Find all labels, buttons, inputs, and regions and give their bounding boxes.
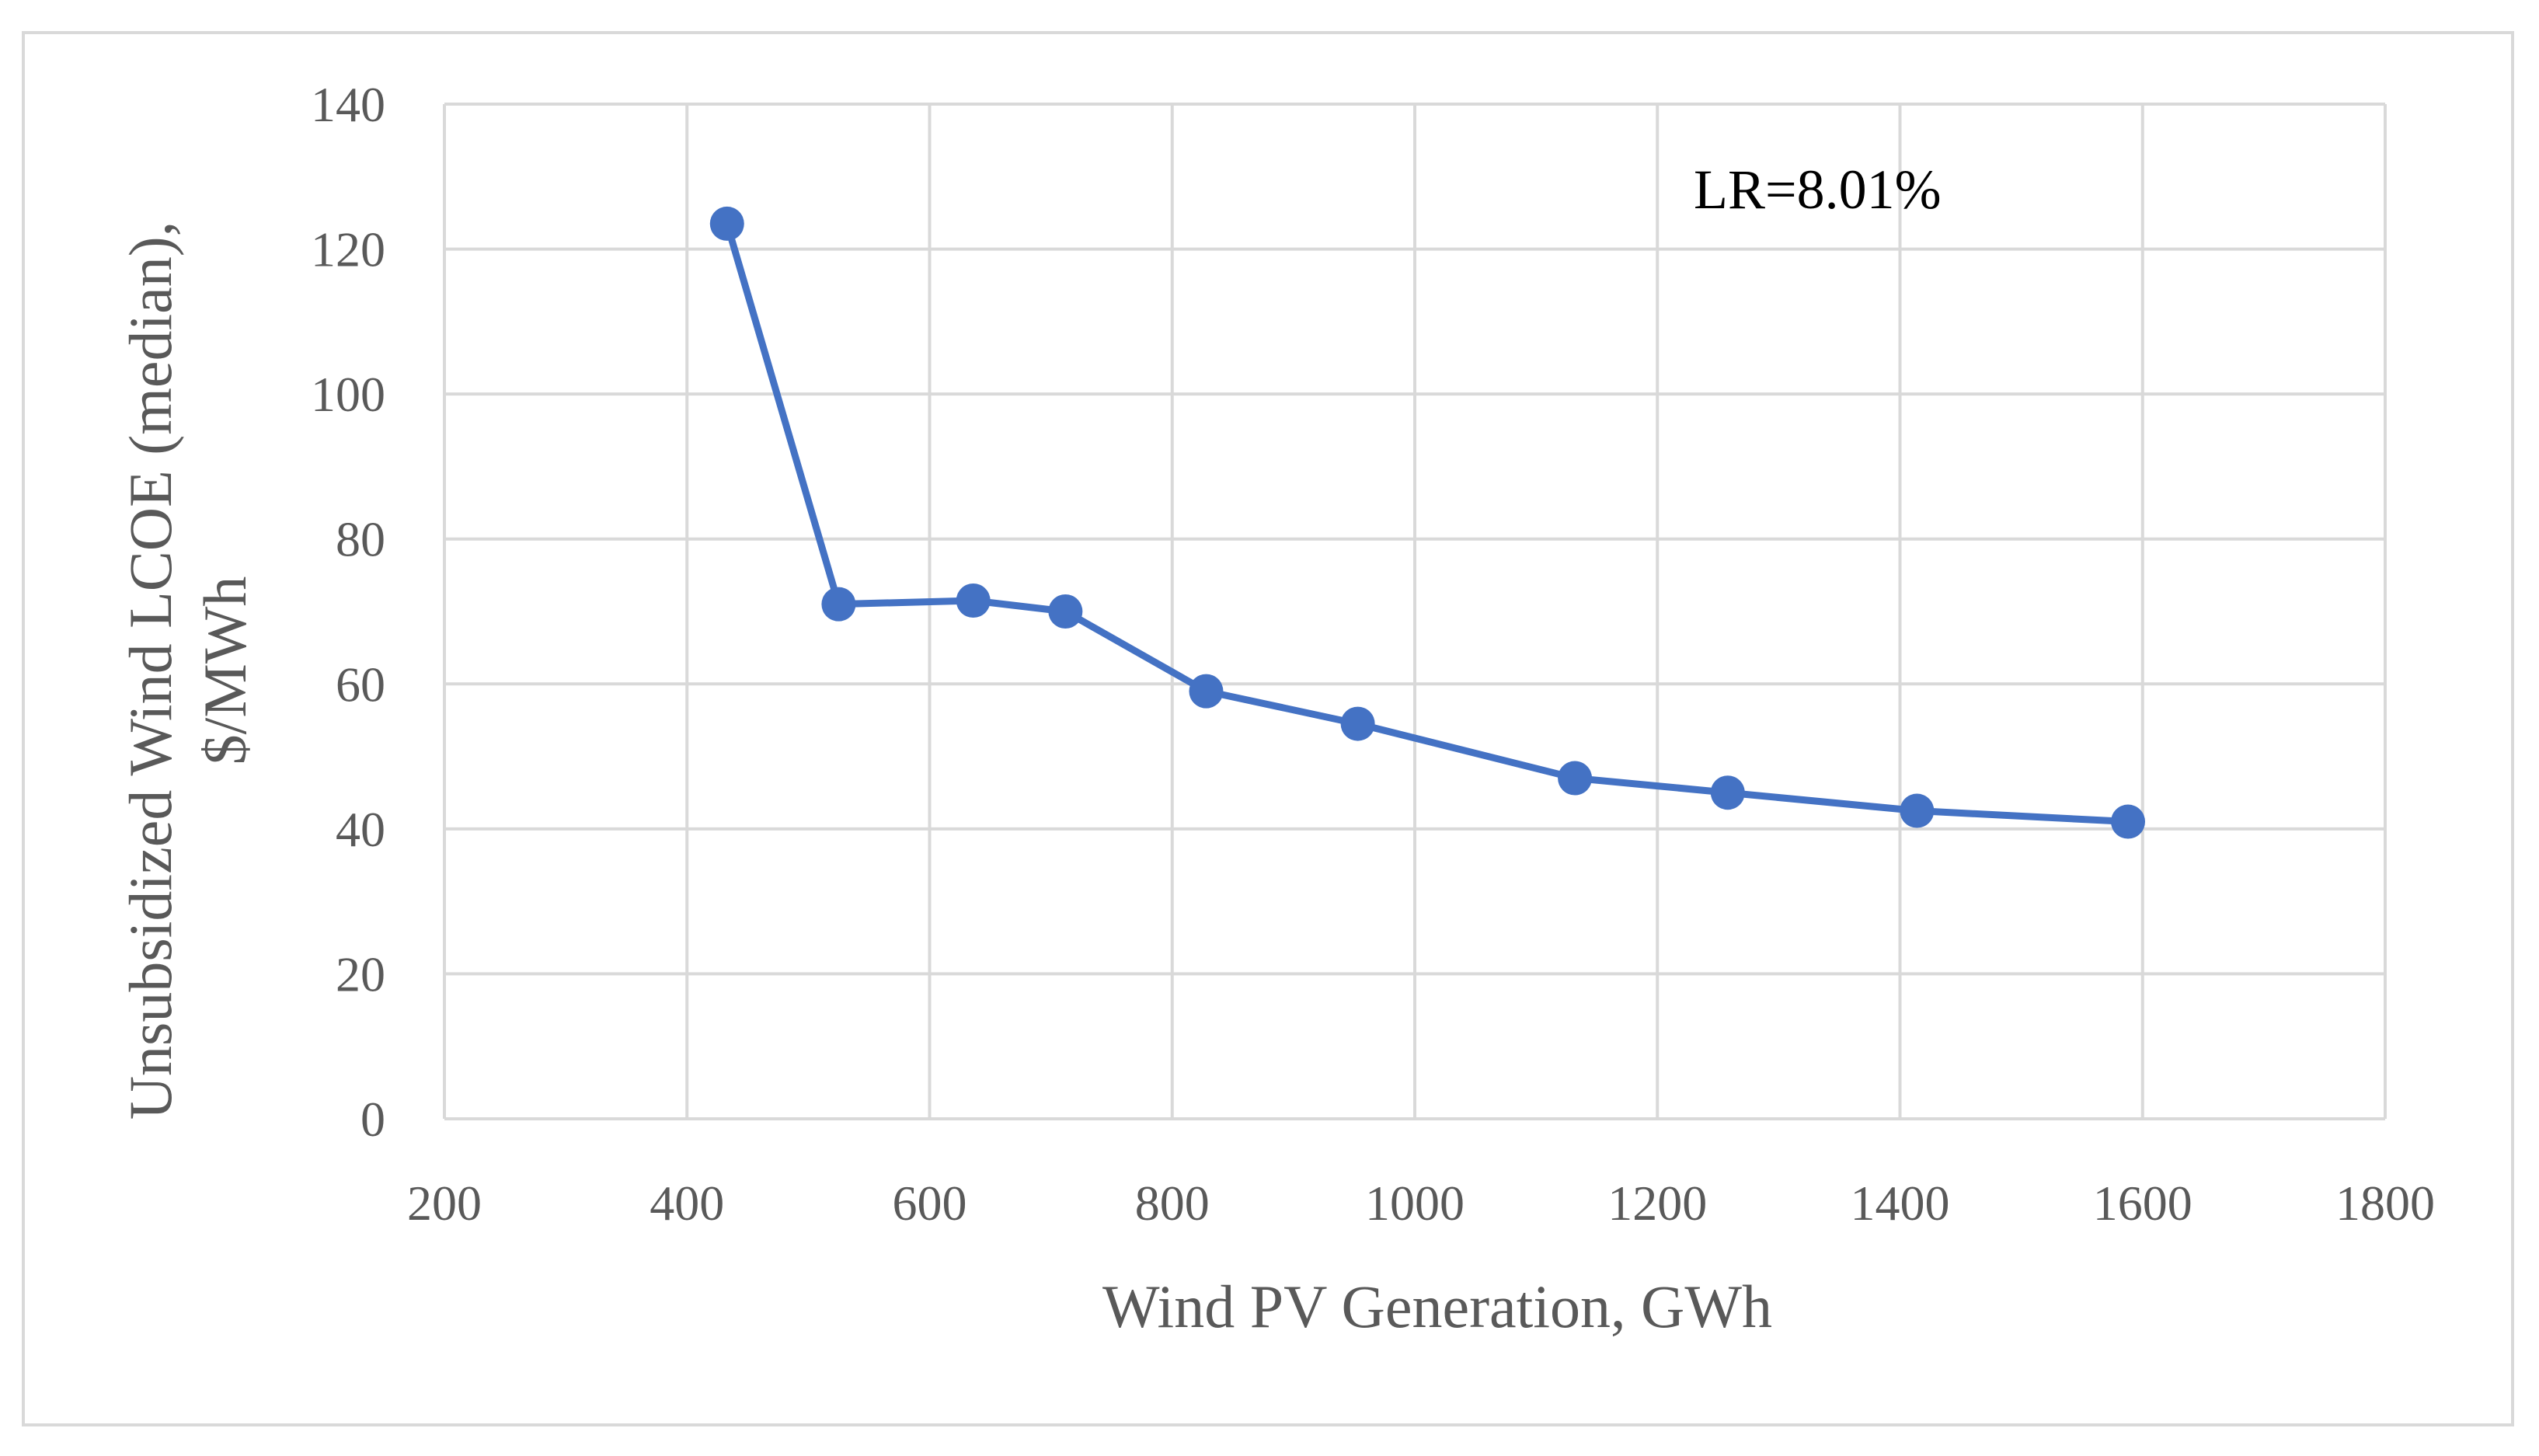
x-axis-ticks: 200 400 600 800 1000 1200 1400 1600 1800 xyxy=(407,1176,2435,1231)
x-tick-label: 1800 xyxy=(2335,1176,2435,1231)
series-group xyxy=(709,206,2146,839)
data-point xyxy=(709,206,744,241)
x-tick-label: 1200 xyxy=(1607,1176,1707,1231)
y-tick-label: 40 xyxy=(336,802,385,857)
y-axis-ticks: 0 20 40 60 80 100 120 140 xyxy=(311,77,385,1147)
x-tick-label: 1600 xyxy=(2093,1176,2192,1231)
y-tick-label: 120 xyxy=(311,222,385,277)
data-point xyxy=(821,587,856,622)
y-axis-title-line1: Unsubsidized Wind LCOE (median), xyxy=(117,221,184,1120)
y-axis-title-line2: $/MWh xyxy=(191,576,259,765)
y-tick-label: 20 xyxy=(336,946,385,1001)
x-tick-label: 1400 xyxy=(1851,1176,1950,1231)
gridlines xyxy=(443,103,2387,1120)
data-point xyxy=(1900,793,1935,828)
y-tick-label: 100 xyxy=(311,367,385,422)
x-tick-label: 400 xyxy=(650,1176,724,1231)
x-axis-title: Wind PV Generation, GWh xyxy=(1102,1273,1772,1340)
chart-frame xyxy=(22,31,2514,1426)
y-tick-label: 80 xyxy=(336,512,385,567)
y-tick-label: 0 xyxy=(360,1092,385,1147)
data-point xyxy=(1048,594,1083,629)
series-line-0 xyxy=(723,220,2132,826)
data-point xyxy=(1189,674,1224,709)
data-point xyxy=(2111,804,2146,839)
y-tick-label: 140 xyxy=(311,77,385,132)
x-tick-label: 800 xyxy=(1135,1176,1210,1231)
x-tick-label: 1000 xyxy=(1365,1176,1465,1231)
data-point xyxy=(1558,761,1593,796)
x-tick-label: 200 xyxy=(407,1176,482,1231)
y-tick-label: 60 xyxy=(336,657,385,712)
data-point xyxy=(1340,706,1375,741)
data-point xyxy=(1710,775,1745,810)
x-tick-label: 600 xyxy=(893,1176,967,1231)
data-point xyxy=(956,583,991,618)
learning-rate-annotation: LR=8.01% xyxy=(1694,158,1942,221)
